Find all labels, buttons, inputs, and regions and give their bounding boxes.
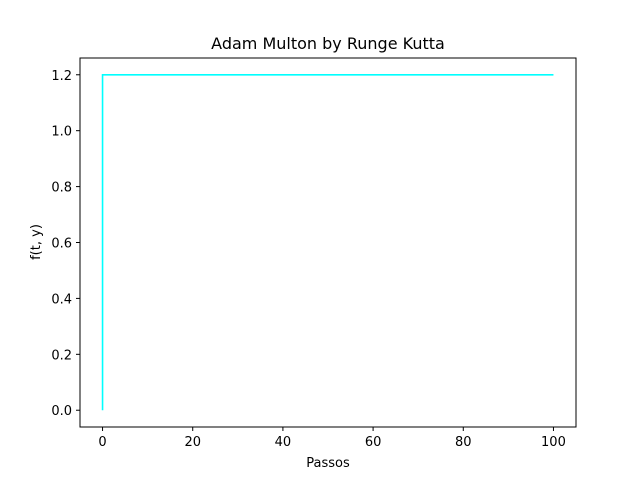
y-tick-label: 1.2 — [51, 69, 72, 84]
y-tick-label: 0.8 — [51, 181, 72, 196]
x-tick-label: 60 — [365, 435, 382, 450]
y-axis: 0.0 0.2 0.4 0.6 0.8 1.0 1.2 — [51, 69, 80, 419]
chart-title: Adam Multon by Runge Kutta — [211, 34, 445, 53]
x-tick-label: 40 — [275, 435, 292, 450]
x-axis-label: Passos — [306, 456, 350, 471]
x-tick-label: 80 — [455, 435, 472, 450]
series-layer — [101, 73, 554, 411]
x-tick-label: 20 — [184, 435, 201, 450]
y-tick-label: 0.2 — [51, 348, 72, 363]
x-tick-label: 100 — [541, 435, 566, 450]
series-line-0 — [101, 73, 554, 411]
y-tick-label: 0.0 — [51, 404, 72, 419]
x-tick-label: 0 — [98, 435, 106, 450]
y-tick-label: 0.4 — [51, 292, 72, 307]
x-axis: 0 20 40 60 80 100 — [98, 427, 566, 450]
y-tick-label: 1.0 — [51, 125, 72, 140]
y-axis-label: f(t, y) — [29, 224, 44, 260]
y-tick-label: 0.6 — [51, 237, 72, 252]
